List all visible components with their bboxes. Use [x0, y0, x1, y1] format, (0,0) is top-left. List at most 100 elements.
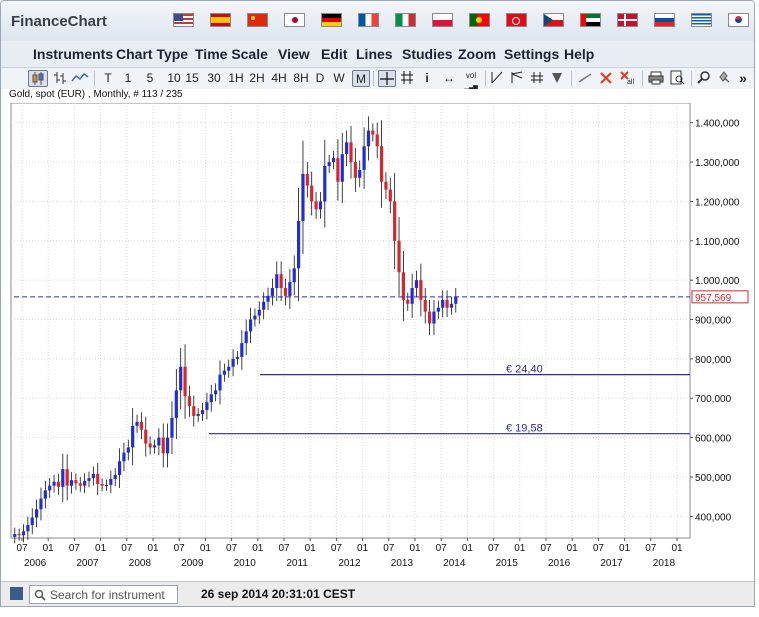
- candle-body: [26, 525, 30, 532]
- sk-flag-icon[interactable]: [654, 13, 675, 27]
- chart-area[interactable]: 07 01 07 01 07 01 07 01 07 01 07 01 07 01 07 01 07 01 07 01…: [1, 102, 754, 581]
- menu-edit[interactable]: Edit: [321, 46, 348, 62]
- instrument-info: Gold, spot (EUR) , Monthly, # 113 / 235: [9, 89, 183, 100]
- candle-body: [323, 165, 327, 202]
- candle-body: [454, 296, 458, 304]
- delete-icon[interactable]: [598, 70, 614, 87]
- fan-line-icon[interactable]: [509, 70, 525, 87]
- chart-info-bar: Gold, spot (EUR) , Monthly, # 113 / 235: [1, 89, 754, 103]
- status-square-icon[interactable]: [10, 587, 23, 600]
- candle-body: [371, 130, 375, 135]
- candle-body: [35, 509, 39, 518]
- print-preview-icon[interactable]: [668, 70, 686, 87]
- dk-flag-icon[interactable]: [617, 13, 638, 27]
- timeframe-1h[interactable]: 1H: [228, 71, 244, 85]
- candle-body: [131, 425, 135, 448]
- more-icon[interactable]: »: [739, 70, 747, 86]
- pin-icon[interactable]: [716, 70, 732, 87]
- candle-body: [310, 185, 314, 202]
- candle-icon[interactable]: [28, 70, 48, 87]
- arrows-icon[interactable]: ↔: [443, 71, 455, 85]
- candle-body: [200, 410, 205, 414]
- timeframe-2h[interactable]: 2H: [249, 71, 265, 85]
- grid-icon[interactable]: [399, 70, 415, 87]
- y-tick-label: 500,000: [695, 473, 732, 484]
- tr-flag-icon[interactable]: [506, 13, 527, 27]
- menu-lines[interactable]: Lines: [356, 46, 393, 62]
- draw-line-icon[interactable]: [576, 70, 594, 87]
- timeframe-m[interactable]: M: [352, 70, 370, 87]
- gr-flag-icon[interactable]: [691, 13, 712, 27]
- candle-body: [436, 307, 440, 312]
- menu-studies[interactable]: Studies: [402, 46, 453, 62]
- candle-body: [174, 390, 178, 418]
- menu-settings[interactable]: Settings: [504, 46, 560, 62]
- x-month-tick: 07: [593, 543, 605, 554]
- timeframe-15[interactable]: 15: [185, 71, 199, 85]
- candle-body: [388, 189, 392, 202]
- search-icon: [34, 589, 46, 601]
- delete-all-icon[interactable]: all: [618, 70, 638, 87]
- menu-help[interactable]: Help: [564, 46, 595, 62]
- timeframe-30[interactable]: 30: [207, 71, 221, 85]
- pl-flag-icon[interactable]: [432, 13, 453, 27]
- x-month-tick: 07: [69, 543, 81, 554]
- info-icon[interactable]: i: [425, 71, 429, 85]
- x-month-tick: 07: [436, 543, 448, 554]
- de-flag-icon[interactable]: [321, 13, 342, 27]
- cn-flag-icon[interactable]: [247, 13, 268, 27]
- menu-time-scale[interactable]: Time Scale: [195, 46, 268, 62]
- zoom-icon[interactable]: [696, 70, 712, 87]
- candle-body: [406, 299, 410, 304]
- candle-body: [83, 480, 87, 486]
- timeframe-8h[interactable]: 8H: [293, 71, 309, 85]
- ohlc-bar-icon[interactable]: [52, 70, 68, 87]
- x-month-tick: 07: [331, 543, 343, 554]
- timeframe-5[interactable]: 5: [146, 71, 154, 85]
- candle-body: [117, 461, 122, 476]
- price-chart[interactable]: 07 01 07 01 07 01 07 01 07 01 07 01 07 01 07 01 07 01 07 01…: [1, 102, 754, 581]
- timeframe-4h[interactable]: 4H: [271, 71, 287, 85]
- volume-label: vol: [465, 71, 477, 80]
- candle-body: [375, 134, 379, 147]
- menu-zoom[interactable]: Zoom: [458, 46, 497, 62]
- kr-flag-icon[interactable]: [728, 13, 749, 27]
- es-flag-icon[interactable]: [210, 13, 231, 27]
- menu-instruments[interactable]: Instruments: [33, 46, 114, 62]
- menu-view[interactable]: View: [278, 46, 310, 62]
- instrument-search-field[interactable]: Search for instrument: [29, 585, 178, 604]
- x-month-tick: 01: [147, 543, 159, 554]
- pt-flag-icon[interactable]: [469, 13, 490, 27]
- timeframe-w[interactable]: W: [333, 71, 345, 85]
- timeframe-t[interactable]: T: [104, 71, 112, 85]
- volume-icon[interactable]: vol ▂▄▆: [464, 71, 478, 91]
- line-chart-icon[interactable]: [71, 70, 89, 87]
- crosshair-icon[interactable]: [378, 70, 396, 87]
- menu-chart-type[interactable]: Chart Type: [116, 46, 189, 62]
- pointer-tool-icon[interactable]: [549, 70, 565, 87]
- cz-flag-icon[interactable]: [543, 13, 564, 27]
- x-month-tick: 01: [95, 543, 107, 554]
- menu-bar: Instruments Chart Type Time Scale View E…: [1, 42, 754, 66]
- ae-flag-icon[interactable]: [580, 13, 601, 27]
- fr-flag-icon[interactable]: [358, 13, 379, 27]
- candle-body: [69, 480, 74, 486]
- x-year-tick: 2014: [443, 558, 466, 569]
- it-flag-icon[interactable]: [395, 13, 416, 27]
- x-year-tick: 2013: [391, 558, 414, 569]
- finance-chart-window: FinanceChart Instruments Chart Type Time…: [0, 0, 755, 607]
- candle-body: [135, 421, 139, 426]
- candle-body: [61, 469, 65, 487]
- print-icon[interactable]: [647, 70, 665, 87]
- us-flag-icon[interactable]: [173, 13, 194, 27]
- jp-flag-icon[interactable]: [284, 13, 305, 27]
- timeframe-d[interactable]: D: [315, 71, 325, 85]
- candle-body: [104, 484, 109, 486]
- candle-body: [205, 402, 209, 411]
- y-tick-label: 1.300,000: [695, 158, 740, 169]
- trend-line-icon[interactable]: [489, 70, 505, 87]
- channel-icon[interactable]: [529, 70, 545, 87]
- timeframe-10[interactable]: 10: [167, 71, 181, 85]
- y-tick-label: 900,000: [695, 316, 732, 327]
- timeframe-1[interactable]: 1: [124, 71, 132, 85]
